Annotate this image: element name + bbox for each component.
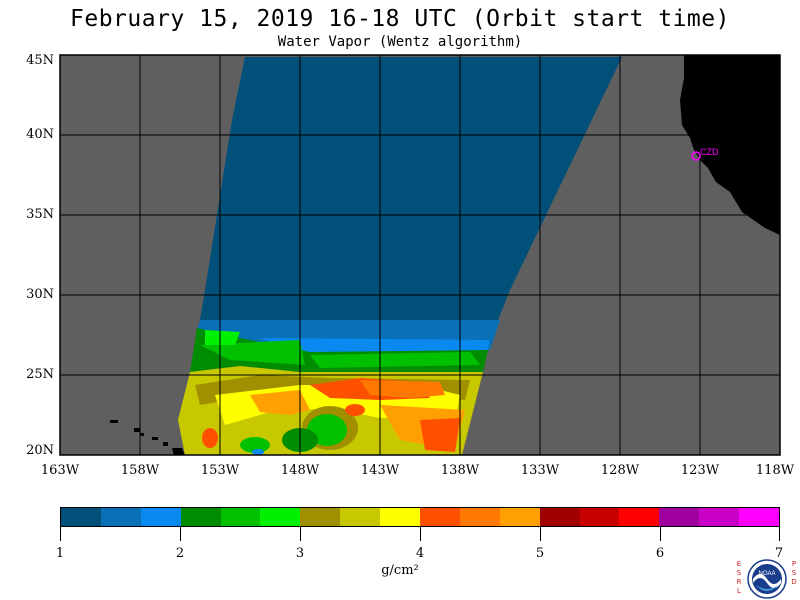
colorbar-swatch — [140, 508, 181, 526]
hawaiian-islands — [110, 420, 185, 455]
station-label: CZD — [700, 147, 719, 157]
colorbar-swatch — [459, 508, 500, 526]
colorbar-swatch — [300, 508, 341, 526]
colorbar-tick-label: 6 — [655, 546, 665, 561]
svg-text:NOAA: NOAA — [758, 571, 775, 577]
colorbar-units: g/cm² — [381, 563, 419, 578]
lon-label: 163W — [40, 463, 80, 478]
colorbar-tick-label: 5 — [535, 546, 545, 561]
lat-label: 35N — [26, 207, 54, 222]
water-vapor-map: CZD — [59, 54, 781, 456]
colorbar — [60, 507, 780, 527]
lon-label: 143W — [360, 463, 400, 478]
colorbar-swatch — [579, 508, 620, 526]
lat-label: 40N — [26, 127, 54, 142]
lon-label: 128W — [600, 463, 640, 478]
lon-label: 158W — [120, 463, 160, 478]
colorbar-tick-mark — [180, 527, 181, 541]
lat-label: 20N — [26, 443, 54, 458]
colorbar-swatch — [699, 508, 740, 526]
lat-label: 30N — [26, 287, 54, 302]
noaa-emblem-icon: NOAA — [747, 559, 787, 599]
map-subtitle: Water Vapor (Wentz algorithm) — [277, 34, 523, 50]
colorbar-tick-label: 7 — [774, 546, 784, 561]
colorbar-swatch — [619, 508, 660, 526]
colorbar-swatch — [499, 508, 540, 526]
colorbar-swatch — [100, 508, 141, 526]
station-marker — [691, 151, 701, 161]
lon-label: 118W — [755, 463, 795, 478]
colorbar-tick-mark — [420, 527, 421, 541]
colorbar-swatch — [659, 508, 700, 526]
lat-label: 25N — [26, 367, 54, 382]
colorbar-tick-mark — [540, 527, 541, 541]
swath-dry-region — [200, 57, 622, 320]
colorbar-swatch — [61, 508, 101, 526]
colorbar-swatch — [420, 508, 460, 526]
colorbar-tick-mark — [60, 527, 61, 541]
colorbar-tick-label: 2 — [175, 546, 185, 561]
colorbar-swatch — [180, 508, 221, 526]
colorbar-tick-mark — [779, 527, 780, 541]
lon-label: 123W — [680, 463, 720, 478]
colorbar-swatch — [539, 508, 580, 526]
map-grid — [59, 54, 781, 456]
map-title: February 15, 2019 16-18 UTC (Orbit start… — [70, 6, 730, 32]
lat-label: 45N — [26, 53, 54, 68]
colorbar-swatch — [220, 508, 261, 526]
colorbar-swatch — [260, 508, 301, 526]
colorbar-swatch — [340, 508, 381, 526]
colorbar-tick-label: 3 — [295, 546, 305, 561]
colorbar-swatch — [739, 508, 780, 526]
colorbar-tick-mark — [660, 527, 661, 541]
lon-label: 138W — [440, 463, 480, 478]
lon-label: 148W — [280, 463, 320, 478]
colorbar-tick-label: 4 — [415, 546, 425, 561]
lon-label: 153W — [200, 463, 240, 478]
land-north-america — [680, 55, 780, 235]
colorbar-tick-label: 1 — [55, 546, 65, 561]
colorbar-swatch — [380, 508, 421, 526]
colorbar-tick-mark — [300, 527, 301, 541]
lon-label: 133W — [520, 463, 560, 478]
